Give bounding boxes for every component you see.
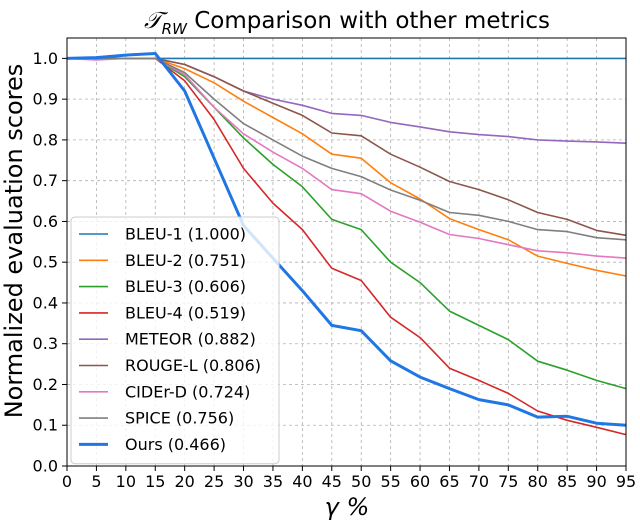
x-tick-label: 75 xyxy=(498,472,518,491)
x-tick-label: 35 xyxy=(263,472,283,491)
x-axis-label: γ % xyxy=(325,493,370,521)
plot-frame xyxy=(66,37,627,467)
chart-title-subscript: RW xyxy=(162,20,188,38)
x-tick-label: 30 xyxy=(233,472,253,491)
y-axis-label: Normalized evaluation scores xyxy=(0,64,28,419)
x-tick-label: 60 xyxy=(410,472,430,491)
x-tick-label: 0 xyxy=(62,472,72,491)
y-tick-label: 0.0 xyxy=(33,457,58,476)
x-tick-label: 80 xyxy=(528,472,548,491)
legend-label: METEOR (0.882) xyxy=(125,330,256,349)
x-tick-label: 95 xyxy=(616,472,636,491)
x-tick-label: 15 xyxy=(145,472,165,491)
x-tick-label: 90 xyxy=(586,472,606,491)
x-tick-label: 45 xyxy=(322,472,342,491)
legend-label: CIDEr-D (0.724) xyxy=(125,382,250,401)
x-axis-label-text: γ % xyxy=(325,493,370,521)
legend-label: SPICE (0.756) xyxy=(125,409,234,428)
y-tick-label: 0.3 xyxy=(33,334,58,353)
legend-label: ROUGE-L (0.806) xyxy=(125,356,261,375)
x-tick-label: 65 xyxy=(439,472,459,491)
y-tick-label: 0.4 xyxy=(33,293,58,312)
legend-label: Ours (0.466) xyxy=(125,435,226,454)
legend-label: BLEU-2 (0.751) xyxy=(125,251,246,270)
x-tick-label: 55 xyxy=(380,472,400,491)
x-tick-label: 40 xyxy=(292,472,312,491)
x-tick-label: 10 xyxy=(116,472,136,491)
legend-label: BLEU-4 (0.519) xyxy=(125,303,246,322)
x-tick-label: 25 xyxy=(204,472,224,491)
y-tick-label: 0.9 xyxy=(33,90,58,109)
x-tick-label: 20 xyxy=(175,472,195,491)
series-lines xyxy=(66,52,627,436)
chart-title: 𝒯RW Comparison with other metrics xyxy=(144,8,550,38)
y-tick-label: 0.7 xyxy=(33,171,58,190)
y-tick-label: 0.5 xyxy=(33,253,58,272)
x-tick-label: 5 xyxy=(91,472,101,491)
y-tick-label: 1.0 xyxy=(33,49,58,68)
x-tick-label: 85 xyxy=(557,472,577,491)
x-tick-label: 50 xyxy=(351,472,371,491)
y-axis-ticks: 0.0 0.1 0.2 0.3 0.4 0.5 0.6 0.7 0.8 0.9 1.0 xyxy=(33,49,67,476)
legend-label: BLEU-1 (1.000) xyxy=(125,225,246,244)
x-axis-ticks: 0 5 10 15 20 25 30 35 40 45 50 55 60 65 70 75 80 85 90 95 xyxy=(62,466,636,491)
chart-title-rest: Comparison with other metrics xyxy=(187,8,550,34)
y-tick-label: 0.2 xyxy=(33,375,58,394)
legend-box xyxy=(70,216,280,465)
y-tick-label: 0.8 xyxy=(33,130,58,149)
series-line-8 xyxy=(66,52,627,427)
y-tick-label: 0.1 xyxy=(33,416,58,435)
x-tick-label: 70 xyxy=(469,472,489,491)
legend: BLEU-1 (1.000) BLEU-2 (0.751) BLEU-3 (0.60… xyxy=(70,216,280,465)
legend-label: BLEU-3 (0.606) xyxy=(125,277,246,296)
y-tick-label: 0.6 xyxy=(33,212,58,231)
